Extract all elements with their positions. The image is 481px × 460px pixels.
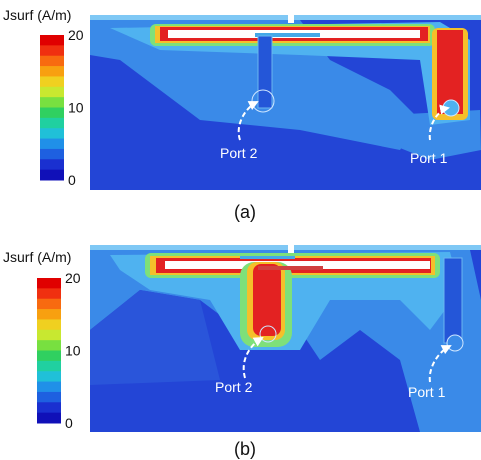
port-label: Port 1 [408,384,446,400]
colorbar-tick-label: 20 [68,27,84,43]
colorbar-band [37,350,61,362]
colorbar-band [40,169,64,181]
colorbar-band [37,278,61,289]
colorbar-tick-label: 10 [68,100,84,116]
colorbar-band [40,55,64,67]
colorbar-band [40,86,64,98]
colorbar-label: Jsurf (A/m) [3,7,71,23]
colorbar-band [37,371,61,383]
colorbar-band [40,45,64,57]
colorbar-band [37,360,61,372]
colorbar-band [37,298,61,310]
port-label: Port 1 [410,150,448,166]
colorbar-band [40,117,64,129]
colorbar-band [37,309,61,320]
colorbar-band [37,319,61,331]
colorbar-band [40,76,64,88]
field-map-b [90,245,481,432]
colorbar-band [40,97,64,108]
colorbar-band [37,340,61,351]
colorbar-band [37,402,61,414]
colorbar-tick-label: 0 [65,415,73,431]
port-label: Port 2 [215,379,253,395]
colorbar-tick-label: 0 [68,172,76,188]
colorbar-band [37,288,61,300]
colorbar-band [37,381,61,393]
colorbar-band [40,66,64,77]
field-map-a [90,15,481,190]
colorbar-band [40,138,64,150]
port-label: Port 2 [220,145,258,161]
colorbar-band [37,329,61,341]
colorbar-band [40,159,64,171]
colorbar-band [40,148,64,160]
colorbar: 20 10 0 [37,270,81,431]
colorbar: 20 10 0 [40,27,84,188]
colorbar-label: Jsurf (A/m) [3,249,71,265]
colorbar-band [37,412,61,424]
colorbar-band [37,391,61,403]
colorbar-band [40,107,64,119]
caption: (b) [234,439,256,459]
colorbar-tick-label: 10 [65,343,81,359]
caption: (a) [234,202,256,222]
colorbar-band [40,128,64,140]
colorbar-band [40,35,64,46]
colorbar-tick-label: 20 [65,270,81,286]
